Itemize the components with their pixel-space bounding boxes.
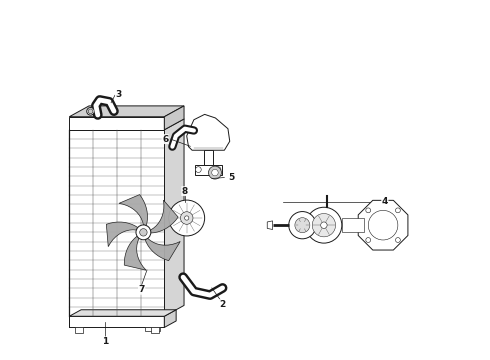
Text: 7: 7 <box>138 285 145 294</box>
Circle shape <box>312 213 336 237</box>
Polygon shape <box>69 130 164 316</box>
Polygon shape <box>150 200 178 233</box>
Polygon shape <box>187 114 230 150</box>
Polygon shape <box>342 218 364 232</box>
Circle shape <box>320 222 327 228</box>
Polygon shape <box>151 328 159 333</box>
Circle shape <box>185 216 189 220</box>
Circle shape <box>395 238 400 242</box>
Circle shape <box>306 207 342 243</box>
Polygon shape <box>267 221 272 229</box>
Text: 6: 6 <box>162 135 169 144</box>
Circle shape <box>180 212 193 224</box>
Polygon shape <box>164 119 184 316</box>
Polygon shape <box>69 119 184 130</box>
Polygon shape <box>145 238 180 261</box>
Polygon shape <box>124 236 146 270</box>
Polygon shape <box>69 117 164 130</box>
Polygon shape <box>146 328 160 331</box>
Text: 5: 5 <box>228 173 235 182</box>
Polygon shape <box>106 222 138 247</box>
Circle shape <box>366 208 370 213</box>
Text: 8: 8 <box>182 186 188 195</box>
Circle shape <box>295 218 310 233</box>
Text: 2: 2 <box>220 300 226 309</box>
Circle shape <box>212 170 218 176</box>
Polygon shape <box>69 316 164 328</box>
Circle shape <box>196 167 201 172</box>
Circle shape <box>395 208 400 213</box>
Polygon shape <box>69 106 184 117</box>
Circle shape <box>169 200 205 236</box>
Polygon shape <box>358 200 408 250</box>
Polygon shape <box>164 106 184 130</box>
Circle shape <box>88 109 93 114</box>
Circle shape <box>368 210 398 240</box>
Polygon shape <box>75 328 83 333</box>
Text: 3: 3 <box>116 90 122 99</box>
Circle shape <box>208 166 221 179</box>
Circle shape <box>366 238 370 242</box>
Circle shape <box>87 108 95 115</box>
Text: 1: 1 <box>102 337 108 346</box>
Polygon shape <box>195 165 221 175</box>
Circle shape <box>140 229 147 236</box>
Text: 4: 4 <box>382 197 388 206</box>
Polygon shape <box>69 310 176 316</box>
Circle shape <box>289 212 316 239</box>
Polygon shape <box>164 310 176 328</box>
Circle shape <box>136 225 151 240</box>
Polygon shape <box>204 150 213 165</box>
Circle shape <box>215 167 221 172</box>
Polygon shape <box>119 195 147 225</box>
